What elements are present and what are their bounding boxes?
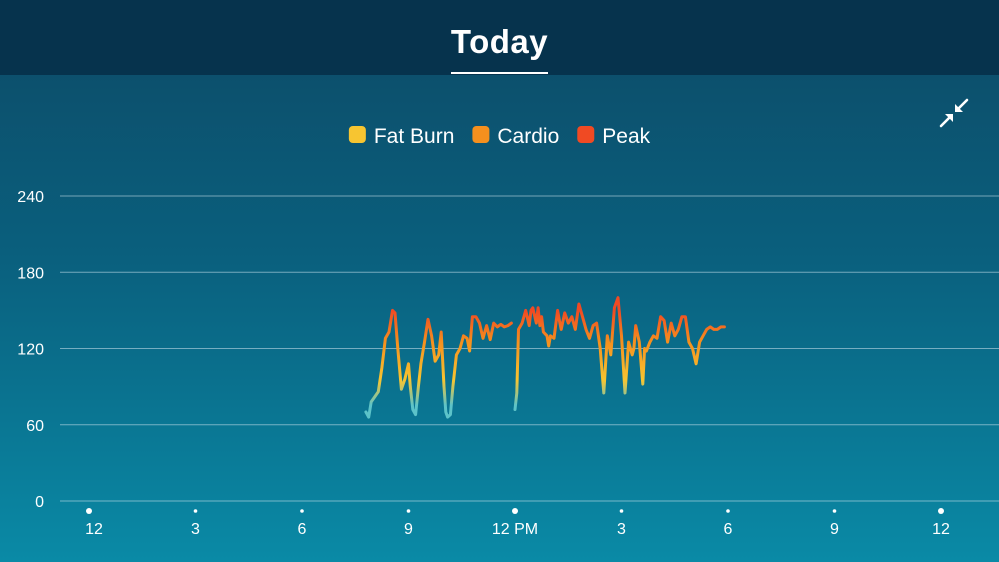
header-bar xyxy=(0,0,999,75)
heart-rate-series xyxy=(364,296,726,419)
legend-swatch xyxy=(577,126,595,143)
heart-rate-line-segment-1 xyxy=(364,308,513,419)
x-tick-label: 9 xyxy=(404,521,413,538)
x-tick-dot xyxy=(832,509,837,513)
y-tick-label: 240 xyxy=(17,189,44,206)
y-tick-label: 180 xyxy=(17,265,44,282)
collapse-arrows-icon[interactable] xyxy=(938,97,970,129)
legend-label: Fat Burn xyxy=(374,125,455,148)
gridlines xyxy=(60,195,999,502)
legend: Fat Burn Cardio Peak xyxy=(348,125,651,148)
y-axis-ticks: 240 180 120 60 0 xyxy=(17,189,44,511)
legend-label: Cardio xyxy=(497,125,559,148)
x-tick-dot xyxy=(938,508,944,514)
x-tick-label: 12 xyxy=(932,521,950,538)
x-tick-label: 12 xyxy=(85,521,103,538)
x-tick-dot xyxy=(193,509,198,513)
y-tick-label: 0 xyxy=(35,494,44,511)
x-tick-dot xyxy=(406,509,411,513)
legend-label: Peak xyxy=(602,125,650,148)
x-tick-dot xyxy=(300,509,304,513)
x-tick-dot xyxy=(726,509,730,513)
x-tick-dot xyxy=(619,509,624,513)
x-tick-label: 6 xyxy=(298,521,307,538)
y-tick-label: 120 xyxy=(17,342,44,359)
x-tick-label: 3 xyxy=(617,521,626,538)
y-tick-label: 60 xyxy=(26,418,44,435)
legend-swatch xyxy=(472,126,490,143)
x-tick-dot xyxy=(86,508,92,514)
x-tick-label: 3 xyxy=(191,521,200,538)
x-tick-label: 9 xyxy=(830,521,839,538)
heart-rate-line-segment-2 xyxy=(513,296,726,411)
x-tick-label: 12 PM xyxy=(492,521,538,538)
legend-swatch xyxy=(348,126,366,143)
x-axis-ticks: 12 3 6 9 12 PM 3 6 9 12 xyxy=(85,508,950,538)
x-tick-label: 6 xyxy=(724,521,733,538)
x-tick-dot xyxy=(512,508,518,514)
title-underline xyxy=(451,72,548,74)
page-title[interactable]: Today xyxy=(450,23,549,60)
